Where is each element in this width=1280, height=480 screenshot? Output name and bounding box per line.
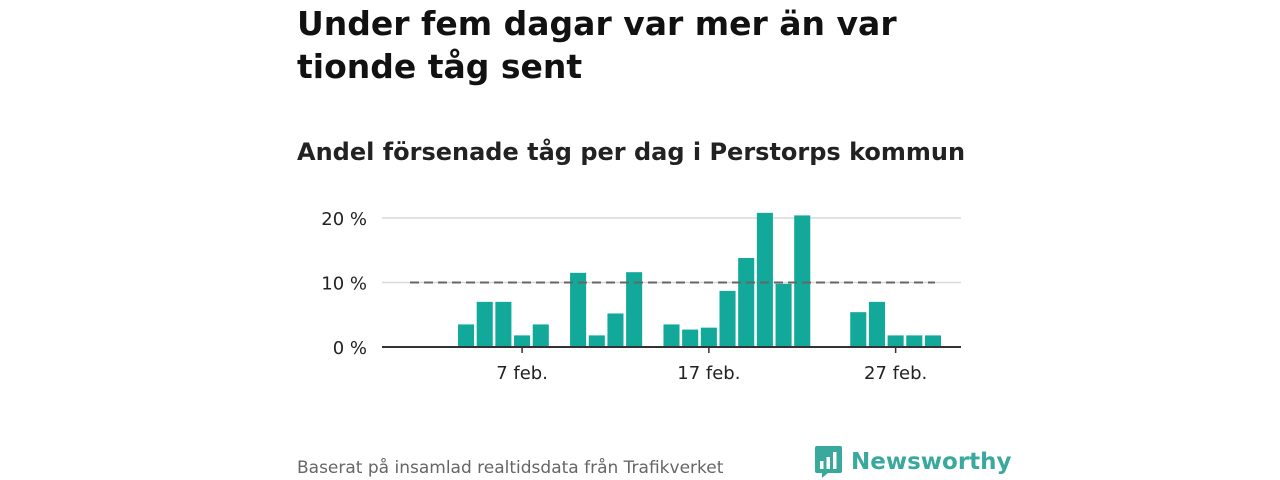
bar (906, 335, 923, 347)
bar (756, 212, 773, 347)
bar (794, 215, 811, 347)
bar (607, 313, 624, 347)
bar (476, 301, 493, 347)
bar (738, 257, 755, 347)
newsworthy-logo-icon (815, 446, 842, 478)
x-tick-label: 17 feb. (677, 363, 740, 384)
bar (682, 329, 699, 347)
bar (887, 335, 904, 347)
bar-layer (458, 212, 942, 347)
y-tick-label: 10 % (321, 274, 367, 295)
bar (626, 272, 643, 347)
axis-layer: 0 % 10 % 20 % 7 feb. 17 feb. 27 feb. (321, 209, 961, 384)
grid-layer (382, 217, 961, 284)
bar (850, 312, 867, 347)
bar (532, 324, 549, 347)
y-tick-label: 20 % (321, 209, 367, 230)
bar (924, 335, 942, 347)
bar (868, 301, 885, 347)
bar (588, 335, 605, 347)
y-tick-label: 0 % (333, 338, 367, 359)
bar (700, 327, 717, 347)
bar (514, 335, 531, 347)
x-tick-label: 7 feb. (496, 363, 548, 384)
chart-title: Under fem dagar var mer än var tionde tå… (297, 4, 897, 86)
bar (719, 290, 736, 347)
bar (775, 283, 792, 347)
source-note: Baserat på insamlad realtidsdata från Tr… (297, 458, 724, 478)
bar (663, 324, 680, 347)
bar (495, 301, 512, 347)
bar-chart: 0 % 10 % 20 % 7 feb. 17 feb. 27 feb. (321, 209, 961, 384)
bar (570, 272, 587, 347)
bar (458, 324, 475, 347)
brand[interactable]: Newsworthy (815, 446, 1012, 478)
brand-name: Newsworthy (851, 449, 1012, 475)
x-tick-label: 27 feb. (864, 363, 927, 384)
chart-subtitle: Andel försenade tåg per dag i Perstorps … (297, 138, 966, 166)
chart-card: Under fem dagar var mer än var tionde tå… (297, 0, 1012, 480)
